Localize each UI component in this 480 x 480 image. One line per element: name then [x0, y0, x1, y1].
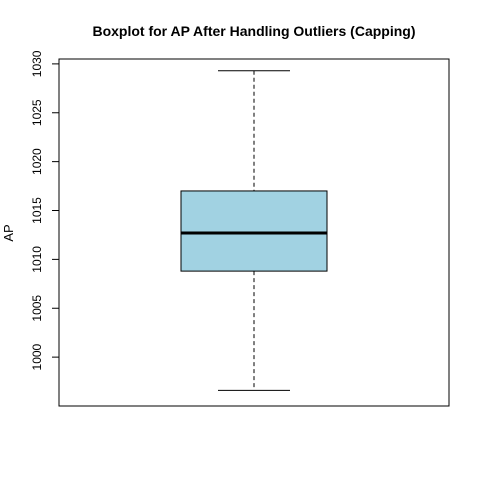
y-tick-label: 1000: [30, 343, 44, 370]
y-tick-label: 1005: [30, 295, 44, 322]
iqr-box: [180, 190, 328, 272]
y-tick-label: 1010: [30, 246, 44, 273]
y-axis-label: AP: [1, 224, 16, 241]
y-tick-label: 1025: [30, 99, 44, 126]
y-tick-label: 1020: [30, 148, 44, 175]
y-axis: 1000 1005 1010 1015 1020 1025 1030: [30, 50, 60, 370]
boxes-group: [180, 70, 328, 391]
chart-title: Boxplot for AP After Handling Outliers (…: [92, 23, 415, 39]
y-tick-label: 1015: [30, 197, 44, 224]
y-tick-label: 1030: [30, 50, 44, 77]
